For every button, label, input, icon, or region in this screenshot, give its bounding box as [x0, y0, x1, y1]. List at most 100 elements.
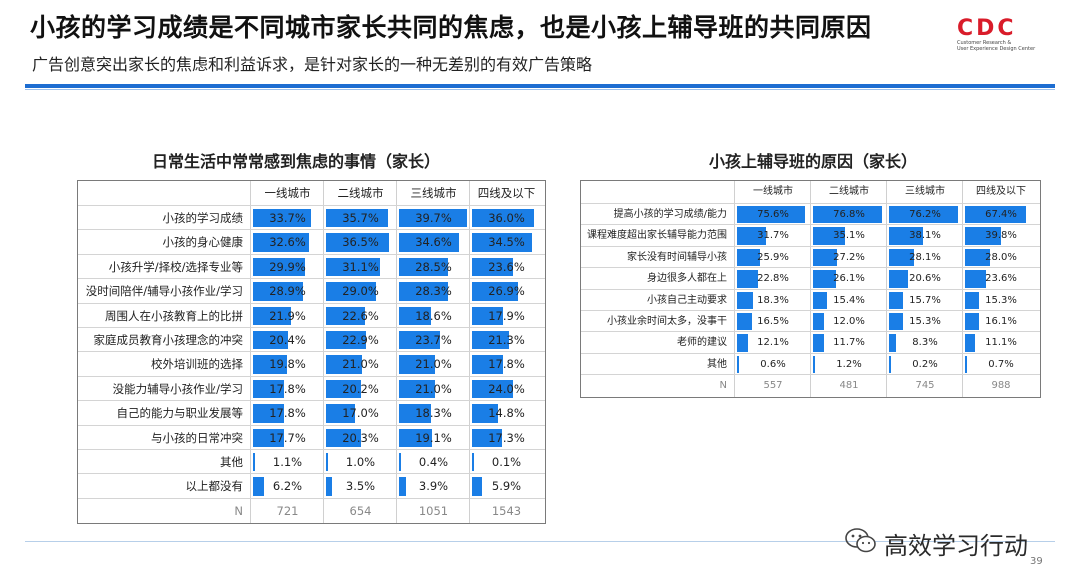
value-bar	[965, 248, 991, 267]
table-row: 没能力辅导小孩作业/学习 17.8% 20.2% 21.0% 24.0%	[78, 375, 545, 401]
value-bar	[399, 477, 406, 496]
value-label: 17.9%	[488, 308, 525, 323]
value-label: 20.4%	[269, 333, 306, 347]
value-bar	[737, 355, 739, 374]
value-label: 20.6%	[909, 273, 941, 285]
value-label: 3.9%	[418, 479, 449, 494]
anxiety-table: 一线城市 二线城市 三线城市 四线及以下 小孩的学习成绩 33.7% 35.7% 39.7% 3…	[77, 180, 546, 524]
value-label: 15.3%	[985, 294, 1017, 306]
data-cell: 21.3%	[470, 328, 543, 352]
value-label: 17.8%	[269, 406, 306, 421]
table-row: 老师的建议 12.1% 11.7% 8.3% 11.1%	[581, 331, 1040, 353]
value-bar	[399, 428, 432, 447]
value-bar	[889, 355, 891, 374]
value-label: 15.4%	[833, 294, 865, 306]
value-label: 1.1%	[272, 455, 303, 469]
value-bar	[737, 334, 748, 352]
value-bar	[965, 227, 1001, 245]
data-cell: 75.6%	[735, 204, 811, 225]
data-cell: 17.9%	[470, 304, 543, 328]
value-label: 0.1%	[491, 455, 522, 469]
value-label: 18.6%	[415, 308, 452, 323]
value-label: 35.7%	[342, 211, 379, 225]
row-label: 小孩的身心健康	[162, 235, 244, 250]
row-label: 没时间陪伴/辅导小孩作业/学习	[85, 284, 243, 299]
value-bar	[813, 334, 824, 352]
value-label: 20.2%	[342, 381, 379, 396]
value-label: 29.9%	[269, 259, 306, 274]
table-row: 小孩的学习成绩 33.7% 35.7% 39.7% 36.0%	[78, 205, 545, 230]
value-label: 36.5%	[342, 235, 379, 250]
data-cell: 0.6%	[735, 354, 811, 375]
sample-size-cell: 1543	[470, 499, 543, 523]
left-chart-title: 日常生活中常常感到焦虑的事情（家长）	[152, 152, 441, 171]
value-label: 23.7%	[415, 333, 452, 347]
data-cell: 35.7%	[324, 206, 397, 230]
value-bar	[965, 291, 979, 309]
column-header: 三线城市	[410, 186, 457, 200]
value-bar	[737, 270, 758, 288]
value-label: 27.2%	[833, 251, 865, 263]
sample-size-row: N 557 481 745 988	[581, 374, 1040, 396]
row-label: 老师的建议	[677, 337, 727, 349]
row-label: 与小孩的日常冲突	[151, 430, 243, 445]
row-label: 家庭成员教育小孩理念的冲突	[93, 333, 244, 347]
sample-size-value: 745	[915, 380, 935, 392]
table-row: 周围人在小孩教育上的比拼 21.9% 22.6% 18.6% 17.9%	[78, 302, 545, 328]
row-label: 其他	[707, 358, 727, 370]
column-header: 二线城市	[829, 186, 869, 197]
value-label: 29.0%	[342, 284, 379, 299]
value-bar	[813, 248, 838, 267]
value-bar	[399, 355, 436, 374]
value-label: 21.3%	[488, 333, 525, 347]
value-label: 67.4%	[985, 209, 1017, 220]
data-cell: 39.7%	[397, 206, 470, 230]
value-label: 21.9%	[269, 308, 306, 323]
table-row: 小孩自己主动要求 18.3% 15.4% 15.7% 15.3%	[581, 288, 1040, 311]
data-cell: 20.2%	[324, 377, 397, 401]
table-row: 自己的能力与职业发展等 17.8% 17.0% 18.3% 14.8%	[78, 400, 545, 425]
row-label: 自己的能力与职业发展等	[116, 406, 244, 421]
value-label: 0.4%	[418, 455, 449, 469]
value-bar	[253, 282, 303, 301]
value-bar	[326, 355, 363, 374]
value-bar	[813, 355, 815, 374]
value-label: 6.2%	[272, 479, 303, 494]
row-label: 小孩升学/择校/选择专业等	[108, 259, 243, 274]
value-bar	[399, 453, 401, 472]
value-bar	[965, 355, 967, 374]
data-cell: 22.6%	[324, 304, 397, 328]
sample-size-value: 481	[839, 380, 859, 392]
value-bar	[889, 334, 897, 352]
sample-size-label: N	[234, 503, 243, 518]
value-label: 34.5%	[488, 235, 525, 250]
value-label: 38.1%	[909, 230, 941, 242]
data-cell: 28.9%	[251, 279, 324, 303]
data-cell: 15.3%	[887, 311, 963, 332]
data-cell: 18.3%	[735, 290, 811, 311]
data-cell: 26.1%	[811, 268, 887, 289]
data-cell: 1.2%	[811, 354, 887, 375]
data-cell: 18.6%	[397, 304, 470, 328]
data-cell: 5.9%	[470, 474, 543, 498]
value-bar	[889, 313, 903, 331]
data-cell: 16.5%	[735, 311, 811, 332]
value-label: 25.9%	[757, 251, 789, 263]
data-cell: 3.5%	[324, 474, 397, 498]
sample-size-cell: 988	[963, 375, 1039, 396]
data-cell: 19.1%	[397, 426, 470, 450]
data-cell: 26.9%	[470, 279, 543, 303]
sample-size-cell: 654	[324, 499, 397, 523]
column-header: 四线及以下	[477, 186, 536, 200]
row-label: 小孩业余时间太多，没事干	[607, 316, 727, 327]
data-cell: 28.0%	[963, 247, 1039, 268]
header-row: 一线城市 二线城市 三线城市 四线及以下	[78, 181, 545, 205]
value-label: 0.2%	[912, 358, 938, 370]
sample-size-value: 654	[349, 503, 372, 518]
value-label: 11.1%	[985, 337, 1017, 349]
row-label: 周围人在小孩教育上的比拼	[105, 308, 243, 323]
value-bar	[737, 248, 761, 267]
value-bar	[813, 313, 824, 331]
value-label: 5.9%	[491, 479, 522, 494]
value-label: 31.1%	[342, 259, 379, 274]
